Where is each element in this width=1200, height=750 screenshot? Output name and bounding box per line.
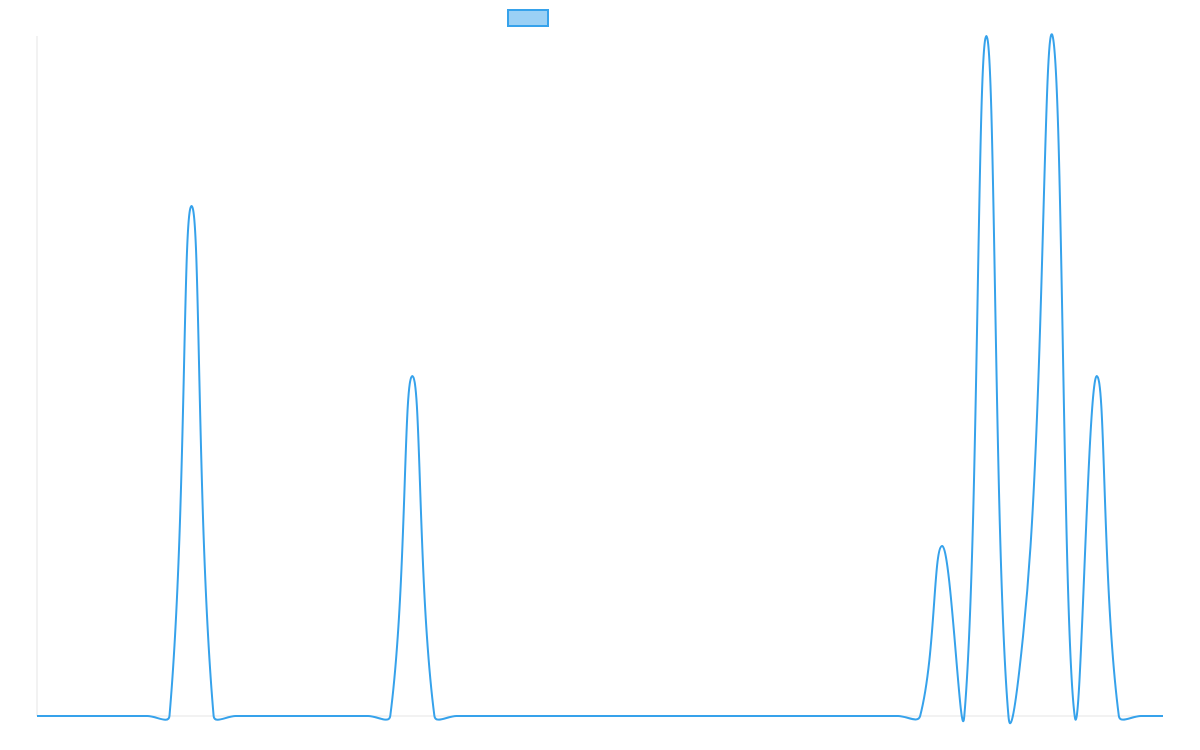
legend-swatch <box>507 9 549 27</box>
data-line <box>37 33 1163 725</box>
